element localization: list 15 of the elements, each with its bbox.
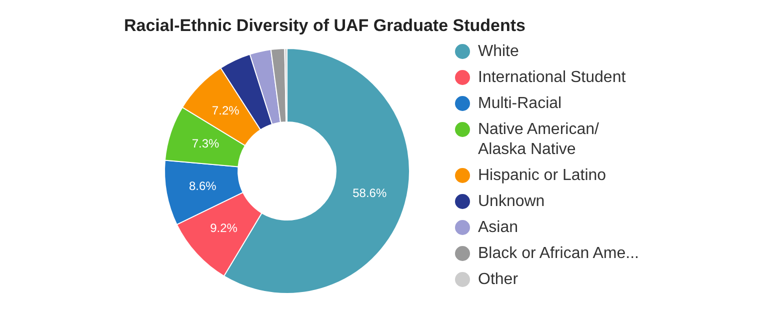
legend-label: Black or African Ame...: [478, 244, 640, 264]
data-label: 7.3%: [192, 136, 220, 151]
legend-label: International Student: [478, 68, 627, 88]
data-label: 7.2%: [212, 103, 240, 118]
data-label: 9.2%: [210, 221, 238, 236]
legend-label: Asian: [478, 218, 520, 238]
legend-label: White: [478, 42, 520, 62]
legend-label: Native American/ Alaska Native: [478, 120, 600, 160]
data-label: 8.6%: [188, 178, 217, 193]
legend-label: Other: [478, 270, 520, 290]
legend-label: Hispanic or Latino: [478, 166, 608, 186]
chart-title: Racial-Ethnic Diversity of UAF Graduate Students: [124, 16, 526, 36]
legend-label: Unknown: [478, 192, 546, 212]
legend-label: Multi-Racial: [478, 94, 563, 114]
data-label: 58.6%: [352, 186, 387, 200]
